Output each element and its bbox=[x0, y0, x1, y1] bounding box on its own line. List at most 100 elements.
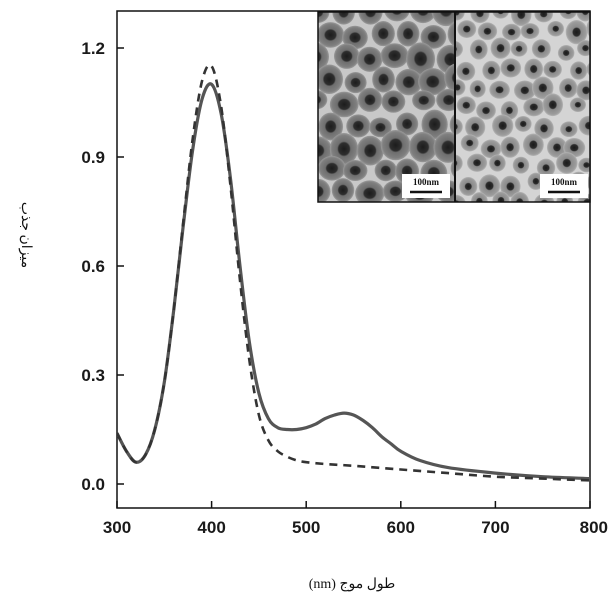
particle bbox=[421, 109, 448, 140]
particle bbox=[395, 68, 423, 96]
particle bbox=[559, 12, 578, 20]
particle bbox=[447, 21, 454, 47]
x-tick-label: 600 bbox=[387, 518, 415, 537]
particle bbox=[380, 43, 409, 69]
particle bbox=[456, 61, 476, 81]
particle bbox=[369, 117, 392, 138]
particle bbox=[449, 114, 454, 135]
particle bbox=[490, 37, 511, 59]
particle bbox=[602, 4, 611, 21]
particle bbox=[602, 157, 611, 176]
particle bbox=[520, 23, 540, 40]
tem-inset: 100nm 100nm bbox=[317, 4, 611, 215]
particle bbox=[511, 12, 532, 27]
particle bbox=[522, 133, 544, 156]
particle bbox=[586, 62, 590, 76]
particle bbox=[543, 60, 562, 78]
particle bbox=[577, 40, 590, 57]
inset-border bbox=[317, 11, 591, 203]
particle bbox=[356, 46, 383, 72]
particle bbox=[318, 64, 344, 94]
particle bbox=[420, 25, 447, 49]
particle bbox=[380, 130, 411, 161]
y-tick-label: 1.2 bbox=[81, 39, 105, 58]
particle bbox=[456, 12, 465, 21]
particle bbox=[576, 80, 590, 101]
particle bbox=[459, 176, 478, 196]
particle bbox=[586, 19, 590, 38]
particle bbox=[576, 12, 590, 22]
particle bbox=[396, 20, 420, 47]
particle bbox=[318, 12, 330, 23]
particle bbox=[478, 174, 501, 198]
particle bbox=[436, 88, 454, 112]
particle bbox=[534, 117, 554, 139]
inset-particles-left bbox=[318, 12, 454, 202]
series-line-solid bbox=[117, 82, 591, 481]
particle bbox=[492, 191, 510, 202]
particle bbox=[599, 197, 611, 215]
particle bbox=[476, 101, 496, 120]
particle bbox=[355, 180, 385, 202]
particle bbox=[492, 12, 509, 19]
particle bbox=[469, 80, 486, 98]
particle bbox=[556, 152, 578, 174]
x-tick-label: 400 bbox=[197, 518, 225, 537]
particle bbox=[396, 112, 419, 136]
particle bbox=[489, 80, 510, 99]
particle bbox=[524, 58, 544, 80]
particle bbox=[569, 97, 586, 113]
particle bbox=[532, 76, 554, 100]
particle bbox=[357, 87, 383, 112]
particle bbox=[565, 20, 588, 45]
scale-box-right bbox=[540, 174, 588, 198]
particle bbox=[510, 191, 530, 202]
y-axis-title: میزان جذب bbox=[18, 202, 33, 268]
particle bbox=[456, 154, 463, 172]
scale-box-left bbox=[402, 174, 450, 198]
particle bbox=[318, 155, 346, 181]
particle bbox=[318, 90, 328, 110]
x-tick-label: 700 bbox=[481, 518, 509, 537]
particle bbox=[456, 194, 466, 202]
particle bbox=[578, 115, 590, 136]
y-tick-label: 0.0 bbox=[81, 475, 105, 494]
y-tick-label: 0.9 bbox=[81, 148, 105, 167]
particle bbox=[346, 114, 371, 138]
x-axis: 300 400 500 600 700 800 bbox=[103, 501, 608, 537]
x-tick-label: 500 bbox=[292, 518, 320, 537]
particle bbox=[500, 175, 521, 198]
particle bbox=[456, 118, 463, 135]
particle bbox=[431, 12, 454, 27]
particle bbox=[536, 158, 556, 178]
particle bbox=[456, 40, 463, 58]
particle bbox=[371, 21, 395, 47]
particle bbox=[342, 25, 368, 50]
particle bbox=[356, 135, 384, 166]
particle bbox=[409, 12, 437, 24]
particle bbox=[489, 154, 506, 172]
particle bbox=[329, 91, 359, 118]
particle bbox=[570, 61, 588, 80]
scale-label-right: 100nm bbox=[551, 177, 578, 187]
x-tick-label: 800 bbox=[580, 518, 608, 537]
particle bbox=[514, 115, 532, 132]
particle bbox=[466, 153, 488, 172]
particle bbox=[372, 66, 395, 93]
particle bbox=[578, 157, 590, 173]
particle bbox=[318, 42, 330, 71]
particle bbox=[412, 90, 436, 111]
particle bbox=[510, 40, 528, 57]
particle bbox=[456, 96, 476, 115]
particle bbox=[534, 12, 554, 23]
particle bbox=[344, 72, 367, 94]
particle bbox=[384, 12, 410, 22]
particle bbox=[482, 60, 501, 81]
particle bbox=[523, 97, 545, 117]
series-layer bbox=[117, 63, 591, 482]
particle bbox=[318, 112, 344, 141]
particle bbox=[342, 160, 368, 182]
particle bbox=[465, 116, 486, 138]
particle bbox=[542, 93, 564, 117]
